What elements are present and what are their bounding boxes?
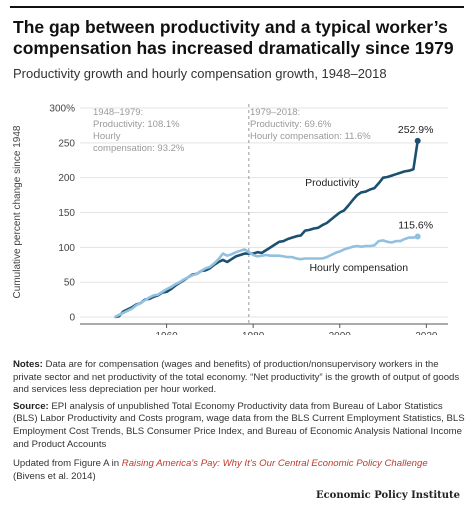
source-label: Source: — [13, 400, 49, 412]
y-tick-label: 150 — [58, 208, 75, 219]
annotation-1948-1979: 1948–1979: Productivity: 108.1% Hourly c… — [93, 107, 185, 154]
annotation-before-productivity: Productivity: 108.1% — [93, 119, 180, 130]
y-tick-label: 300% — [49, 104, 75, 115]
y-tick-label: 250 — [58, 138, 75, 149]
notes-paragraph: Notes: Data are for compensation (wages … — [13, 359, 465, 397]
brand-logo: Economic Policy Institute — [315, 490, 460, 501]
series-line-productivity — [114, 140, 419, 319]
annotation-after-productivity: Productivity: 69.6% — [250, 119, 332, 130]
chart-subtitle: Productivity growth and hourly compensat… — [13, 66, 387, 81]
updated-prefix: Updated from Figure A in — [13, 458, 122, 469]
chart-title: The gap between productivity and a typic… — [13, 17, 454, 58]
annotation-after-period: 1979–2018: — [250, 107, 300, 118]
series-label-hourly-compensation: Hourly compensation — [309, 262, 408, 274]
series-label-productivity: Productivity — [305, 177, 360, 189]
y-axis-ticks: 0 50 100 150 200 250 300% — [49, 104, 75, 324]
x-tick-label: 1980 — [242, 331, 265, 335]
notes-label: Notes: — [13, 359, 43, 370]
annotation-before-comp-2: compensation: 93.2% — [93, 143, 185, 154]
y-tick-label: 100 — [58, 243, 75, 254]
annotation-after-comp: Hourly compensation: 11.6% — [250, 131, 371, 142]
end-label-hourly-compensation: 115.6% — [398, 219, 433, 231]
x-tick-label: 2000 — [329, 331, 352, 335]
top-rule — [10, 6, 464, 8]
x-tick-label: 1960 — [155, 331, 178, 335]
report-link[interactable]: Raising America’s Pay: Why It’s Our Cent… — [121, 458, 428, 469]
x-tick-label: 2020 — [415, 331, 438, 335]
end-label-productivity: 252.9% — [398, 124, 434, 136]
series-line-hourly-compensation — [114, 235, 419, 319]
notes-text: Data are for compensation (wages and ben… — [13, 359, 460, 396]
y-tick-label: 200 — [58, 173, 75, 184]
line-chart: 0 50 100 150 200 250 300% 1960 1980 2000 2020 Cum… — [12, 104, 448, 335]
annotation-before-comp-1: Hourly — [93, 131, 121, 142]
gridlines — [80, 107, 448, 318]
y-axis-label: Cumulative percent change since 1948 — [12, 125, 23, 298]
y-tick-label: 0 — [69, 313, 75, 324]
endpoint-marker-hourly-compensation — [414, 233, 421, 240]
y-tick-label: 50 — [64, 278, 76, 289]
annotation-1979-2018: 1979–2018: Productivity: 69.6% Hourly co… — [250, 107, 371, 142]
x-axis-ticks: 1960 1980 2000 2020 — [80, 323, 448, 335]
source-text: EPI analysis of unpublished Total Econom… — [13, 400, 465, 450]
source-paragraph: Source: EPI analysis of unpublished Tota… — [13, 401, 465, 451]
notes-section: Notes: Data are for compensation (wages … — [13, 359, 465, 455]
annotation-before-period: 1948–1979: — [93, 107, 143, 118]
updated-note: Updated from Figure A in Raising America… — [13, 458, 465, 483]
endpoint-marker-productivity — [414, 137, 421, 144]
updated-suffix: (Bivens et al. 2014) — [13, 470, 96, 482]
